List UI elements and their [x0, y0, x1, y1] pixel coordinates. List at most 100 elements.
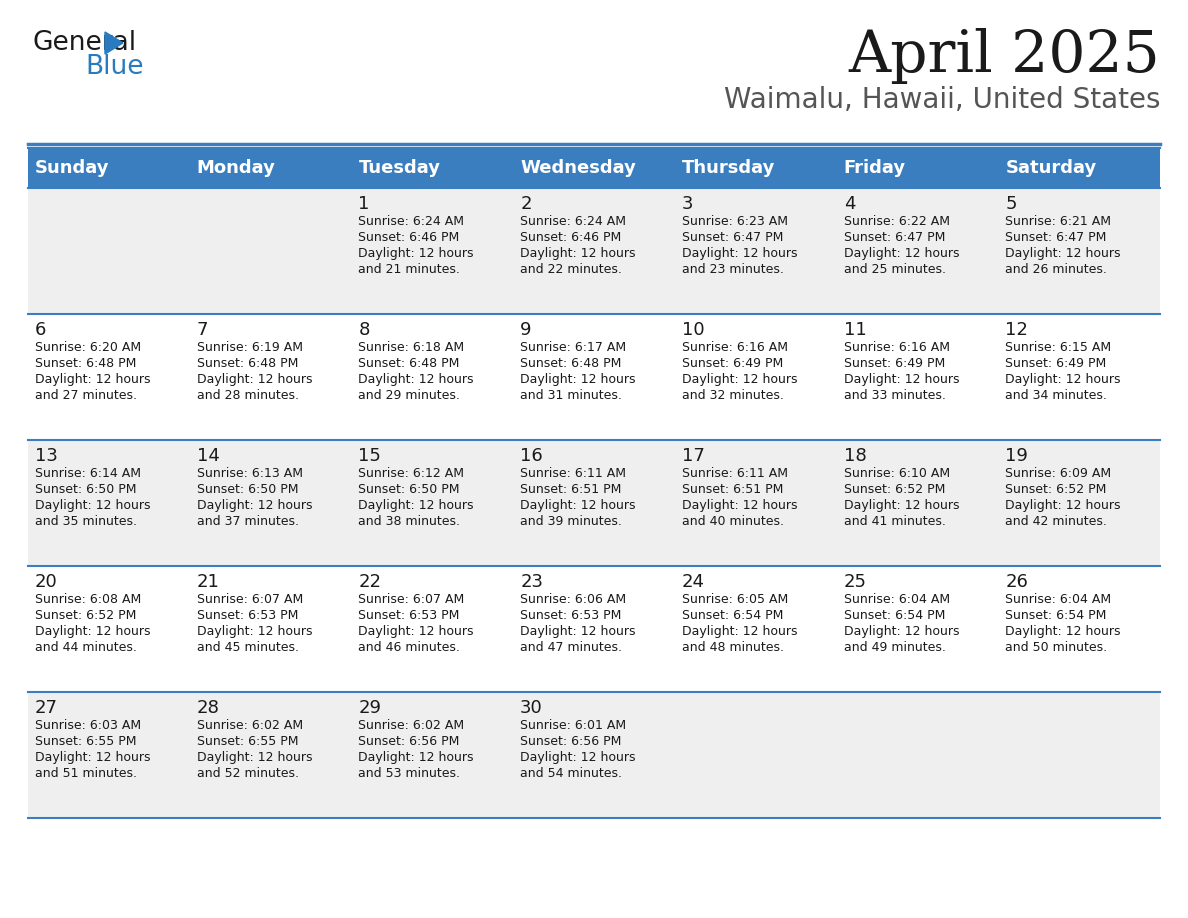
Text: 1: 1 [359, 195, 369, 213]
Text: Sunset: 6:47 PM: Sunset: 6:47 PM [682, 231, 783, 244]
Text: April 2025: April 2025 [848, 28, 1159, 84]
Text: Sunset: 6:50 PM: Sunset: 6:50 PM [34, 483, 137, 496]
Text: Tuesday: Tuesday [359, 159, 441, 177]
Text: Sunset: 6:49 PM: Sunset: 6:49 PM [682, 357, 783, 370]
Text: and 46 minutes.: and 46 minutes. [359, 641, 460, 654]
Text: Sunrise: 6:24 AM: Sunrise: 6:24 AM [520, 215, 626, 228]
Text: 22: 22 [359, 573, 381, 591]
Text: 23: 23 [520, 573, 543, 591]
Text: Sunrise: 6:01 AM: Sunrise: 6:01 AM [520, 719, 626, 732]
Text: Sunset: 6:54 PM: Sunset: 6:54 PM [682, 609, 783, 622]
Text: Daylight: 12 hours: Daylight: 12 hours [34, 499, 151, 512]
Text: Daylight: 12 hours: Daylight: 12 hours [520, 499, 636, 512]
Text: Sunrise: 6:04 AM: Sunrise: 6:04 AM [843, 593, 949, 606]
Text: Blue: Blue [86, 54, 144, 80]
Text: Thursday: Thursday [682, 159, 776, 177]
Text: Daylight: 12 hours: Daylight: 12 hours [682, 373, 797, 386]
Text: 19: 19 [1005, 447, 1028, 465]
Text: Daylight: 12 hours: Daylight: 12 hours [682, 499, 797, 512]
Text: and 54 minutes.: and 54 minutes. [520, 767, 623, 780]
Text: Sunrise: 6:03 AM: Sunrise: 6:03 AM [34, 719, 141, 732]
Text: Sunrise: 6:18 AM: Sunrise: 6:18 AM [359, 341, 465, 354]
Text: 16: 16 [520, 447, 543, 465]
Text: Daylight: 12 hours: Daylight: 12 hours [682, 247, 797, 260]
Text: Sunset: 6:53 PM: Sunset: 6:53 PM [197, 609, 298, 622]
Text: Daylight: 12 hours: Daylight: 12 hours [34, 751, 151, 764]
Text: Daylight: 12 hours: Daylight: 12 hours [197, 625, 312, 638]
Text: Sunset: 6:52 PM: Sunset: 6:52 PM [34, 609, 137, 622]
Bar [675, 148, 836, 188]
Text: 30: 30 [520, 699, 543, 717]
Text: and 50 minutes.: and 50 minutes. [1005, 641, 1107, 654]
Text: and 44 minutes.: and 44 minutes. [34, 641, 137, 654]
Text: Daylight: 12 hours: Daylight: 12 hours [682, 625, 797, 638]
Text: Daylight: 12 hours: Daylight: 12 hours [1005, 373, 1120, 386]
Bar [29, 440, 1159, 566]
Bar [513, 148, 675, 188]
Text: Sunrise: 6:17 AM: Sunrise: 6:17 AM [520, 341, 626, 354]
Text: Sunset: 6:48 PM: Sunset: 6:48 PM [520, 357, 621, 370]
Bar [29, 566, 1159, 692]
Text: and 41 minutes.: and 41 minutes. [843, 515, 946, 528]
Text: Sunset: 6:50 PM: Sunset: 6:50 PM [197, 483, 298, 496]
Text: Sunset: 6:46 PM: Sunset: 6:46 PM [520, 231, 621, 244]
Text: and 29 minutes.: and 29 minutes. [359, 389, 460, 402]
Text: Sunset: 6:51 PM: Sunset: 6:51 PM [520, 483, 621, 496]
Text: Daylight: 12 hours: Daylight: 12 hours [34, 625, 151, 638]
Text: Sunset: 6:49 PM: Sunset: 6:49 PM [1005, 357, 1106, 370]
Text: and 52 minutes.: and 52 minutes. [197, 767, 298, 780]
Text: and 32 minutes.: and 32 minutes. [682, 389, 784, 402]
Text: Daylight: 12 hours: Daylight: 12 hours [359, 499, 474, 512]
Text: Sunrise: 6:14 AM: Sunrise: 6:14 AM [34, 467, 141, 480]
Text: and 40 minutes.: and 40 minutes. [682, 515, 784, 528]
Text: Sunrise: 6:04 AM: Sunrise: 6:04 AM [1005, 593, 1112, 606]
Text: Daylight: 12 hours: Daylight: 12 hours [359, 247, 474, 260]
Text: 2: 2 [520, 195, 532, 213]
Text: Sunset: 6:48 PM: Sunset: 6:48 PM [197, 357, 298, 370]
Text: 26: 26 [1005, 573, 1028, 591]
Text: 4: 4 [843, 195, 855, 213]
Bar [29, 148, 190, 188]
Text: 3: 3 [682, 195, 694, 213]
Text: and 53 minutes.: and 53 minutes. [359, 767, 461, 780]
Text: Sunset: 6:47 PM: Sunset: 6:47 PM [843, 231, 944, 244]
Text: 10: 10 [682, 321, 704, 339]
Text: Sunset: 6:51 PM: Sunset: 6:51 PM [682, 483, 783, 496]
Text: Daylight: 12 hours: Daylight: 12 hours [1005, 625, 1120, 638]
Text: and 33 minutes.: and 33 minutes. [843, 389, 946, 402]
Text: Sunrise: 6:07 AM: Sunrise: 6:07 AM [197, 593, 303, 606]
Text: Daylight: 12 hours: Daylight: 12 hours [520, 625, 636, 638]
Text: 28: 28 [197, 699, 220, 717]
Text: and 34 minutes.: and 34 minutes. [1005, 389, 1107, 402]
Text: Sunset: 6:54 PM: Sunset: 6:54 PM [1005, 609, 1107, 622]
Text: Sunrise: 6:13 AM: Sunrise: 6:13 AM [197, 467, 303, 480]
Text: Sunrise: 6:16 AM: Sunrise: 6:16 AM [682, 341, 788, 354]
Text: Sunrise: 6:11 AM: Sunrise: 6:11 AM [682, 467, 788, 480]
Text: and 45 minutes.: and 45 minutes. [197, 641, 298, 654]
Text: Sunrise: 6:07 AM: Sunrise: 6:07 AM [359, 593, 465, 606]
Text: 29: 29 [359, 699, 381, 717]
Text: and 38 minutes.: and 38 minutes. [359, 515, 461, 528]
Text: Sunrise: 6:09 AM: Sunrise: 6:09 AM [1005, 467, 1112, 480]
Text: Sunrise: 6:08 AM: Sunrise: 6:08 AM [34, 593, 141, 606]
Text: Daylight: 12 hours: Daylight: 12 hours [843, 247, 959, 260]
Bar [29, 188, 1159, 314]
Text: 9: 9 [520, 321, 532, 339]
Text: Daylight: 12 hours: Daylight: 12 hours [359, 751, 474, 764]
Text: Saturday: Saturday [1005, 159, 1097, 177]
Text: Daylight: 12 hours: Daylight: 12 hours [843, 499, 959, 512]
Text: Sunset: 6:55 PM: Sunset: 6:55 PM [197, 735, 298, 748]
Text: Sunrise: 6:21 AM: Sunrise: 6:21 AM [1005, 215, 1111, 228]
Text: and 48 minutes.: and 48 minutes. [682, 641, 784, 654]
Text: and 22 minutes.: and 22 minutes. [520, 263, 623, 276]
Text: 15: 15 [359, 447, 381, 465]
Text: Daylight: 12 hours: Daylight: 12 hours [197, 373, 312, 386]
Bar [29, 692, 1159, 818]
Text: and 39 minutes.: and 39 minutes. [520, 515, 623, 528]
Polygon shape [105, 32, 124, 54]
Text: Sunday: Sunday [34, 159, 109, 177]
Text: 6: 6 [34, 321, 46, 339]
Text: and 35 minutes.: and 35 minutes. [34, 515, 137, 528]
Text: Sunrise: 6:16 AM: Sunrise: 6:16 AM [843, 341, 949, 354]
Bar [836, 148, 998, 188]
